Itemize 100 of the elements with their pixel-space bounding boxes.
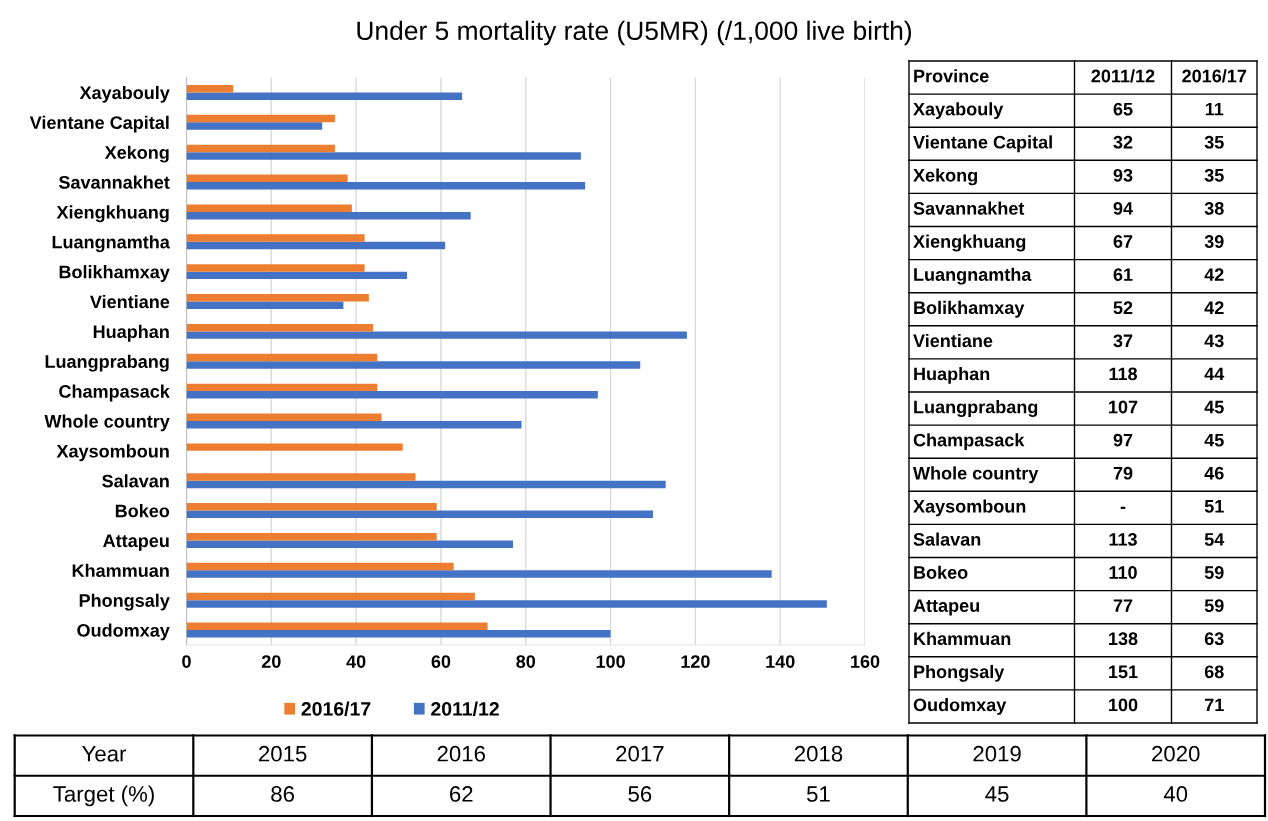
y-tick-label: Vientane Capital [29, 115, 169, 133]
bar [186, 473, 416, 481]
y-tick-label: Attapeu [103, 534, 169, 551]
bar [186, 361, 641, 369]
y-tick-label: Xayabouly [79, 85, 170, 103]
y-tick-label: Bokeo [115, 504, 170, 518]
y-tick-label: Phongsaly [914, 664, 1005, 682]
data-label: 151 [1109, 665, 1138, 679]
bar [186, 331, 687, 339]
data-label: 118 [1109, 367, 1138, 381]
bar [186, 264, 365, 272]
data-label: 71 [1204, 698, 1224, 712]
data-label: 59 [1204, 566, 1224, 579]
bar [186, 383, 378, 392]
y-tick-label: Salavan [102, 474, 169, 488]
x-tick-label: 2015 [259, 745, 307, 762]
x-tick-label: 2018 [794, 745, 843, 762]
y-tick-label: Khammuan [914, 631, 1011, 646]
bar [186, 241, 446, 250]
y-tick-label: Whole country [913, 466, 1039, 484]
data-label: 42 [1204, 268, 1224, 281]
data-label: 97 [1113, 433, 1133, 447]
y-tick-label: Luangprabang [45, 354, 169, 372]
bar [186, 174, 348, 183]
data-label: 59 [1204, 599, 1224, 612]
data-label: 138 [1109, 632, 1138, 646]
y-tick-label: Oudomxay [77, 623, 170, 641]
x-tick-label: 2020 [1152, 745, 1200, 762]
y-tick-label: Attapeu [913, 599, 980, 616]
bar [186, 600, 827, 608]
x-tick-label: 80 [516, 655, 536, 668]
data-label: 45 [1204, 400, 1224, 414]
bar [186, 353, 378, 362]
chart-title: Under 5 mortality rate (U5MR) (/1,000 live birth) [357, 20, 912, 46]
x-tick-label: 40 [346, 655, 366, 668]
data-label: 61 [1113, 268, 1133, 281]
y-tick-label: Vientane Capital [913, 135, 1052, 153]
bar [186, 413, 382, 421]
bar [186, 562, 454, 571]
data-label: 65 [1113, 102, 1133, 116]
data-label: 38 [1204, 202, 1224, 215]
data-label: 35 [1204, 135, 1224, 149]
bar [186, 323, 374, 332]
data-label: 110 [1109, 566, 1137, 579]
data-label: 46 [1204, 466, 1224, 480]
y-tick-label: Xiengkhuang [56, 205, 169, 223]
y-tick-label: Savannakhet [58, 175, 170, 189]
y-tick-label: Huaphan [93, 324, 169, 342]
data-label: 35 [1204, 168, 1224, 182]
y-tick-label: Khammuan [72, 563, 169, 578]
y-tick-label: Luangnamtha [52, 235, 170, 253]
y-tick-label: Bokeo [914, 565, 968, 579]
y-tick-label: Xayabouly [913, 102, 1004, 120]
data-label: 39 [1204, 235, 1224, 248]
data-label: 94 [1113, 202, 1133, 215]
data-label: 43 [1204, 334, 1224, 348]
x-tick-label: 60 [431, 655, 451, 668]
x-tick-label: 20 [261, 655, 281, 668]
y-tick-label: Savannakhet [913, 201, 1025, 215]
bar [186, 92, 463, 100]
y-tick-label: Luangprabang [914, 400, 1038, 418]
data-label: 52 [1113, 301, 1133, 315]
x-tick-label: 120 [681, 655, 710, 668]
bar [186, 420, 522, 429]
bar [186, 301, 344, 309]
data-label: 51 [1204, 500, 1224, 513]
data-label: 56 [628, 786, 652, 802]
legend-label: 2016/17 [301, 701, 371, 716]
bar [186, 503, 437, 511]
bar [186, 510, 653, 519]
bar [186, 234, 365, 242]
bar [186, 182, 586, 190]
data-label: 32 [1113, 135, 1133, 149]
bar [186, 391, 598, 399]
y-tick-label: Bolikhamxay [914, 300, 1025, 318]
legend-label: 2011/12 [431, 701, 499, 716]
bar [186, 211, 471, 220]
x-tick-label: 2017 [616, 745, 664, 762]
x-tick-label: 2016 [437, 745, 485, 762]
y-tick-label: Whole country [44, 414, 170, 432]
data-label: 77 [1113, 599, 1133, 612]
bar [186, 592, 475, 601]
bar [186, 480, 666, 489]
data-label: 45 [985, 786, 1009, 802]
x-axis-title: Year [82, 746, 127, 762]
y-tick-label: Salavan [913, 532, 981, 546]
y-tick-label: Huaphan [914, 367, 990, 384]
data-label: 42 [1204, 301, 1224, 314]
data-label: 11 [1205, 102, 1224, 116]
bar [186, 540, 514, 548]
bar [186, 152, 581, 160]
bar [186, 144, 335, 153]
x-tick-label: 140 [766, 655, 795, 668]
y-tick-label: Vientiane [913, 333, 993, 348]
bar [186, 84, 234, 93]
y-tick-label: Bolikhamxay [59, 265, 170, 282]
data-label: 86 [271, 786, 294, 802]
y-tick-label: Xekong [104, 145, 169, 163]
y-tick-label: Xiengkhuang [913, 234, 1026, 252]
y-tick-label: Target (%) [53, 785, 154, 807]
